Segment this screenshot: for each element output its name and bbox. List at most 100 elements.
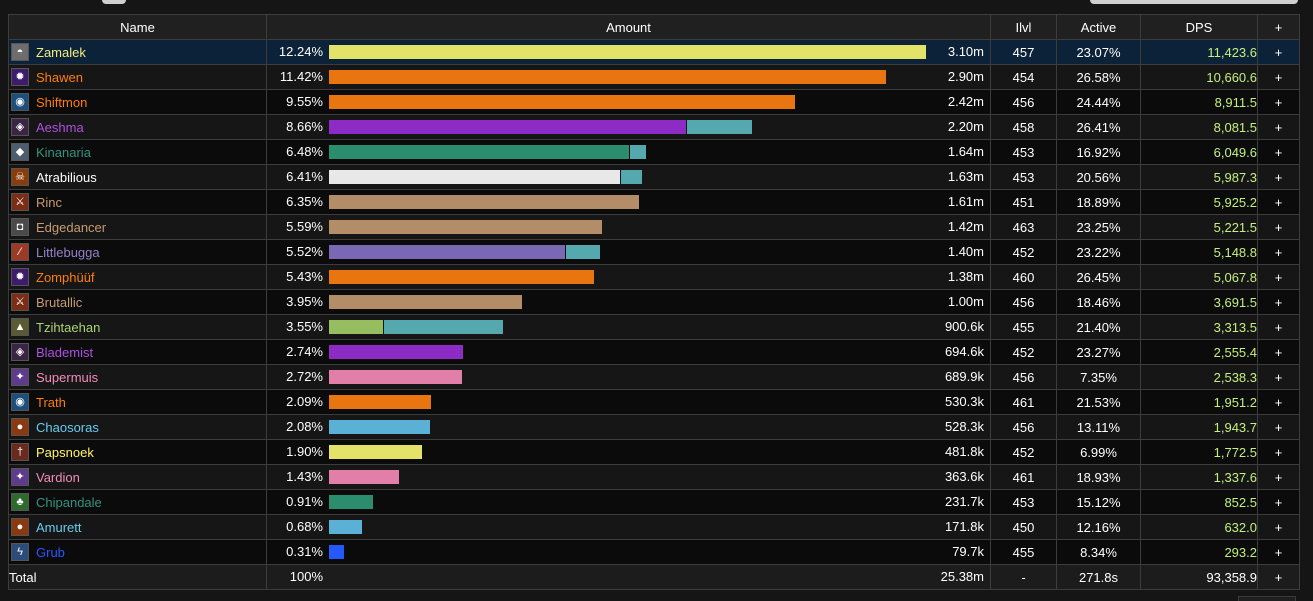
expand-row-button[interactable]: +: [1257, 214, 1300, 240]
player-name[interactable]: Blademist: [36, 344, 94, 360]
player-amount-cell[interactable]: 3.55% 900.6k: [266, 314, 991, 340]
expand-row-button[interactable]: +: [1257, 64, 1300, 90]
player-row[interactable]: ● Amurett 0.68% 171.8k 450 12.16% 632.0 +: [8, 514, 1300, 540]
player-name-cell[interactable]: ◆ Kinanaria: [8, 139, 267, 165]
player-name-cell[interactable]: ✦ Vardion: [8, 464, 267, 490]
player-name-cell[interactable]: ☠ Atrabilious: [8, 164, 267, 190]
player-amount-cell[interactable]: 2.08% 528.3k: [266, 414, 991, 440]
expand-row-button[interactable]: +: [1257, 264, 1300, 290]
player-row[interactable]: ♣ Chipandale 0.91% 231.7k 453 15.12% 852.5 +: [8, 489, 1300, 515]
player-name-cell[interactable]: ◉ Trath: [8, 389, 267, 415]
player-amount-cell[interactable]: 3.95% 1.00m: [266, 289, 991, 315]
player-row[interactable]: ▲ Tzihtaehan 3.55% 900.6k 455 21.40% 3,313.5 +: [8, 314, 1300, 340]
player-row[interactable]: ⚔ Rinc 6.35% 1.61m 451 18.89% 5,925.2 +: [8, 189, 1300, 215]
player-name[interactable]: Grub: [36, 544, 65, 560]
player-name[interactable]: Shawen: [36, 69, 83, 85]
player-name-cell[interactable]: † Papsnoek: [8, 439, 267, 465]
expand-row-button[interactable]: +: [1257, 389, 1300, 415]
expand-row-button[interactable]: +: [1257, 314, 1300, 340]
column-header-name[interactable]: Name: [8, 14, 267, 40]
player-amount-cell[interactable]: 5.43% 1.38m: [266, 264, 991, 290]
player-name[interactable]: Zomphüüf: [36, 269, 95, 285]
player-row[interactable]: ☠ Atrabilious 6.41% 1.63m 453 20.56% 5,987.3 +: [8, 164, 1300, 190]
player-row[interactable]: ∕ Littlebugga 5.52% 1.40m 452 23.22% 5,148.8 +: [8, 239, 1300, 265]
pager-edge[interactable]: [1238, 596, 1296, 601]
expand-row-button[interactable]: +: [1257, 439, 1300, 465]
expand-row-button[interactable]: +: [1257, 89, 1300, 115]
player-name-cell[interactable]: ◈ Blademist: [8, 339, 267, 365]
column-header-active[interactable]: Active: [1056, 14, 1141, 40]
player-amount-cell[interactable]: 6.48% 1.64m: [266, 139, 991, 165]
expand-row-button[interactable]: +: [1257, 339, 1300, 365]
player-name-cell[interactable]: ● Amurett: [8, 514, 267, 540]
player-name[interactable]: Edgedancer: [36, 219, 107, 235]
player-amount-cell[interactable]: 5.59% 1.42m: [266, 214, 991, 240]
player-name[interactable]: Supermuis: [36, 369, 99, 385]
player-amount-cell[interactable]: 12.24% 3.10m: [266, 39, 991, 65]
player-row[interactable]: ◓ Zamalek 12.24% 3.10m 457 23.07% 11,423.6 +: [8, 39, 1300, 65]
player-amount-cell[interactable]: 5.52% 1.40m: [266, 239, 991, 265]
player-amount-cell[interactable]: 0.31% 79.7k: [266, 539, 991, 565]
player-name[interactable]: Atrabilious: [36, 169, 97, 185]
player-row[interactable]: ϟ Grub 0.31% 79.7k 455 8.34% 293.2 +: [8, 539, 1300, 565]
expand-row-button[interactable]: +: [1257, 114, 1300, 140]
player-name-cell[interactable]: ∕ Littlebugga: [8, 239, 267, 265]
player-amount-cell[interactable]: 6.41% 1.63m: [266, 164, 991, 190]
player-name[interactable]: Chaosoras: [36, 419, 99, 435]
player-row[interactable]: ◈ Aeshma 8.66% 2.20m 458 26.41% 8,081.5 +: [8, 114, 1300, 140]
player-name[interactable]: Trath: [36, 394, 66, 410]
player-name-cell[interactable]: ◈ Aeshma: [8, 114, 267, 140]
player-name[interactable]: Amurett: [36, 519, 82, 535]
player-name-cell[interactable]: ◉ Shiftmon: [8, 89, 267, 115]
player-amount-cell[interactable]: 11.42% 2.90m: [266, 64, 991, 90]
player-name-cell[interactable]: ♣ Chipandale: [8, 489, 267, 515]
player-row[interactable]: ◘ Edgedancer 5.59% 1.42m 463 23.25% 5,221.5 +: [8, 214, 1300, 240]
player-name-cell[interactable]: ✦ Supermuis: [8, 364, 267, 390]
expand-row-button[interactable]: +: [1257, 189, 1300, 215]
expand-row-button[interactable]: +: [1257, 464, 1300, 490]
player-name-cell[interactable]: ⚔ Brutallic: [8, 289, 267, 315]
player-name[interactable]: Aeshma: [36, 119, 84, 135]
player-row[interactable]: ● Chaosoras 2.08% 528.3k 456 13.11% 1,943.7 +: [8, 414, 1300, 440]
player-name[interactable]: Chipandale: [36, 494, 102, 510]
column-header-ilvl[interactable]: Ilvl: [990, 14, 1057, 40]
player-amount-cell[interactable]: 8.66% 2.20m: [266, 114, 991, 140]
player-name[interactable]: Rinc: [36, 194, 63, 210]
player-name-cell[interactable]: ϟ Grub: [8, 539, 267, 565]
player-name[interactable]: Littlebugga: [36, 244, 100, 260]
player-row[interactable]: ⚔ Brutallic 3.95% 1.00m 456 18.46% 3,691.5 +: [8, 289, 1300, 315]
player-row[interactable]: ✹ Zomphüüf 5.43% 1.38m 460 26.45% 5,067.8 +: [8, 264, 1300, 290]
add-column-button[interactable]: +: [1257, 14, 1300, 40]
expand-row-button[interactable]: +: [1257, 489, 1300, 515]
player-amount-cell[interactable]: 1.90% 481.8k: [266, 439, 991, 465]
expand-row-button[interactable]: +: [1257, 164, 1300, 190]
expand-row-button[interactable]: +: [1257, 414, 1300, 440]
player-name-cell[interactable]: ⚔ Rinc: [8, 189, 267, 215]
filter-input-edge[interactable]: [1090, 0, 1298, 4]
player-name[interactable]: Zamalek: [36, 44, 86, 60]
expand-row-button[interactable]: +: [1257, 39, 1300, 65]
player-row[interactable]: † Papsnoek 1.90% 481.8k 452 6.99% 1,772.5 +: [8, 439, 1300, 465]
expand-row-button[interactable]: +: [1257, 139, 1300, 165]
player-amount-cell[interactable]: 2.72% 689.9k: [266, 364, 991, 390]
column-header-amount[interactable]: Amount: [266, 14, 991, 40]
player-row[interactable]: ✦ Supermuis 2.72% 689.9k 456 7.35% 2,538.3 +: [8, 364, 1300, 390]
total-expand-button[interactable]: +: [1257, 564, 1300, 590]
expand-row-button[interactable]: +: [1257, 239, 1300, 265]
player-amount-cell[interactable]: 0.68% 171.8k: [266, 514, 991, 540]
player-amount-cell[interactable]: 2.09% 530.3k: [266, 389, 991, 415]
player-name[interactable]: Vardion: [36, 469, 80, 485]
player-name[interactable]: Brutallic: [36, 294, 83, 310]
tab-handle[interactable]: [102, 0, 126, 4]
player-name[interactable]: Papsnoek: [36, 444, 94, 460]
player-name-cell[interactable]: ✹ Zomphüüf: [8, 264, 267, 290]
expand-row-button[interactable]: +: [1257, 364, 1300, 390]
expand-row-button[interactable]: +: [1257, 539, 1300, 565]
player-row[interactable]: ◉ Trath 2.09% 530.3k 461 21.53% 1,951.2 +: [8, 389, 1300, 415]
player-row[interactable]: ✦ Vardion 1.43% 363.6k 461 18.93% 1,337.6 +: [8, 464, 1300, 490]
player-row[interactable]: ◆ Kinanaria 6.48% 1.64m 453 16.92% 6,049.6 +: [8, 139, 1300, 165]
expand-row-button[interactable]: +: [1257, 514, 1300, 540]
player-amount-cell[interactable]: 1.43% 363.6k: [266, 464, 991, 490]
player-name[interactable]: Tzihtaehan: [36, 319, 101, 335]
player-row[interactable]: ◈ Blademist 2.74% 694.6k 452 23.27% 2,555.4 +: [8, 339, 1300, 365]
